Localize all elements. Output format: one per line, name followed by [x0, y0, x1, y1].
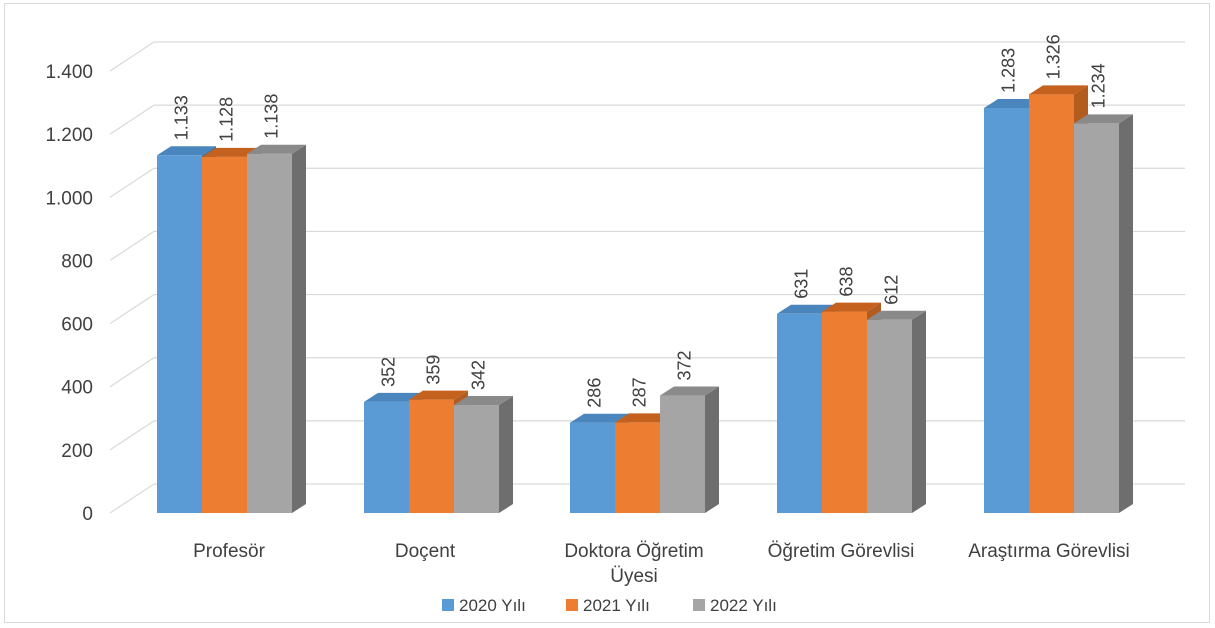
chart-frame: 0 200 400 600 800 1.000 1.200 1.400 1.133 352 286 6… [4, 3, 1210, 623]
data-label: 342 [469, 360, 489, 390]
data-label: 372 [675, 351, 695, 381]
gridline-side [109, 230, 155, 261]
y-tick-label: 1.200 [45, 125, 93, 146]
bar-2-3 [867, 319, 912, 513]
bar-top-1-2 [615, 413, 674, 423]
data-label: 612 [882, 275, 902, 305]
bar-1-2 [615, 422, 660, 513]
y-tick-label: 1.000 [45, 188, 93, 209]
bar-top-0-3 [777, 304, 836, 314]
bar-top-2-4 [1074, 114, 1133, 124]
data-label: 1.234 [1089, 63, 1109, 108]
data-label: 638 [837, 267, 857, 297]
data-label: 352 [379, 357, 399, 387]
legend-label: 2021 Yılı [583, 596, 650, 615]
bar-1-4 [1029, 94, 1074, 513]
data-label: 1.326 [1044, 34, 1064, 79]
bar-top-2-1 [454, 396, 513, 406]
bar-1-3 [822, 311, 867, 513]
bar-side-2-0 [292, 144, 306, 513]
bar-2-2 [660, 395, 705, 513]
y-tick-label: 600 [61, 315, 93, 336]
data-label: 631 [792, 269, 812, 299]
bar-top-0-0 [157, 146, 216, 156]
category-label: Doçent [395, 541, 456, 562]
category-label: Araştırma Görevlisi [968, 541, 1130, 562]
gridline-side [109, 420, 155, 451]
data-label: 1.283 [999, 48, 1019, 93]
bar-top-0-4 [984, 98, 1043, 108]
bar-top-2-2 [660, 386, 719, 396]
gridline-side [109, 41, 155, 72]
legend-swatch-2 [693, 599, 705, 611]
bar-side-2-3 [912, 310, 926, 513]
bar-top-0-1 [364, 392, 423, 402]
bar-1-0 [202, 156, 247, 514]
bar-2-0 [247, 153, 292, 513]
bar-1-1 [409, 399, 454, 513]
bar-2-4 [1074, 123, 1119, 513]
y-tick-label: 400 [61, 378, 93, 399]
bar-top-1-1 [409, 390, 468, 400]
legend-label: 2020 Yılı [459, 596, 526, 615]
gridline-side [109, 357, 155, 388]
category-label: Profesör [193, 541, 265, 562]
category-label: Öğretim Görevlisi [768, 541, 915, 562]
bar-side-2-4 [1119, 114, 1133, 513]
data-label: 1.128 [217, 97, 237, 142]
legend-label: 2022 Yılı [710, 596, 777, 615]
bar-0-2 [570, 422, 615, 513]
legend-swatch-1 [566, 599, 578, 611]
gridline-side [109, 294, 155, 325]
bar-top-1-0 [202, 147, 261, 157]
data-label: 287 [630, 377, 650, 407]
gridline-side [109, 167, 155, 198]
bar-top-2-3 [867, 310, 926, 320]
y-tick-label: 200 [61, 441, 93, 462]
bar-side-2-1 [499, 396, 513, 513]
y-tick-label: 800 [61, 251, 93, 272]
bar-top-1-3 [822, 302, 881, 312]
bar-chart: 0 200 400 600 800 1.000 1.200 1.400 1.133 352 286 6… [45, 34, 1185, 615]
bar-top-2-0 [247, 144, 306, 154]
data-label: 359 [424, 355, 444, 385]
bar-top-1-4 [1029, 85, 1088, 95]
y-tick-label: 1.400 [45, 62, 93, 83]
bar-0-1 [364, 401, 409, 513]
bar-0-4 [984, 107, 1029, 513]
gridline-side [109, 104, 155, 135]
legend-swatch-0 [442, 599, 454, 611]
y-tick-label: 0 [82, 504, 93, 525]
bar-top-0-2 [570, 413, 629, 423]
data-label: 1.138 [262, 94, 282, 139]
data-label: 1.133 [172, 95, 192, 140]
gridline-side [109, 483, 155, 514]
bar-side-2-2 [705, 386, 719, 513]
category-label: Doktora Öğretim Üyesi [564, 541, 703, 587]
data-label: 286 [585, 378, 605, 408]
bar-2-1 [454, 405, 499, 513]
bar-0-3 [777, 313, 822, 513]
bar-0-0 [157, 155, 202, 513]
